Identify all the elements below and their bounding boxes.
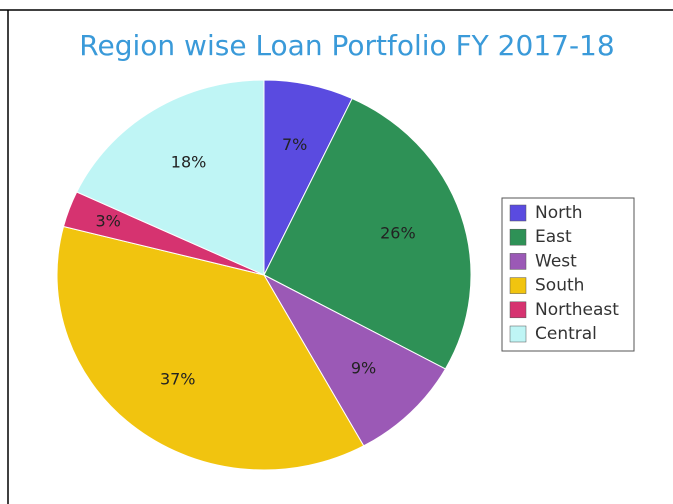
- legend-label: South: [535, 276, 584, 296]
- chart-title: Region wise Loan Portfolio FY 2017-18: [79, 29, 614, 62]
- slice-label: 18%: [171, 153, 207, 172]
- legend-label: North: [535, 203, 583, 223]
- slice-label: 26%: [380, 224, 416, 243]
- legend-swatch: [509, 253, 527, 270]
- slice-label: 3%: [95, 212, 120, 231]
- pie-slice: [262, 273, 447, 447]
- pie-slice: [76, 79, 265, 276]
- legend-box: [501, 197, 635, 352]
- legend-label: Northeast: [535, 300, 619, 320]
- legend-label: East: [535, 227, 572, 247]
- slice-label: 7%: [282, 135, 307, 154]
- pie-slice: [56, 225, 365, 471]
- legend-label: West: [535, 251, 577, 271]
- slice-label: 9%: [351, 358, 376, 377]
- legend-swatch: [509, 204, 527, 222]
- legend-swatch: [509, 277, 527, 294]
- slice-label: 37%: [160, 369, 196, 388]
- legend-swatch: [509, 228, 527, 246]
- legend-swatch: [509, 325, 527, 343]
- legend-label: Central: [535, 324, 597, 344]
- legend-swatch: [509, 301, 527, 319]
